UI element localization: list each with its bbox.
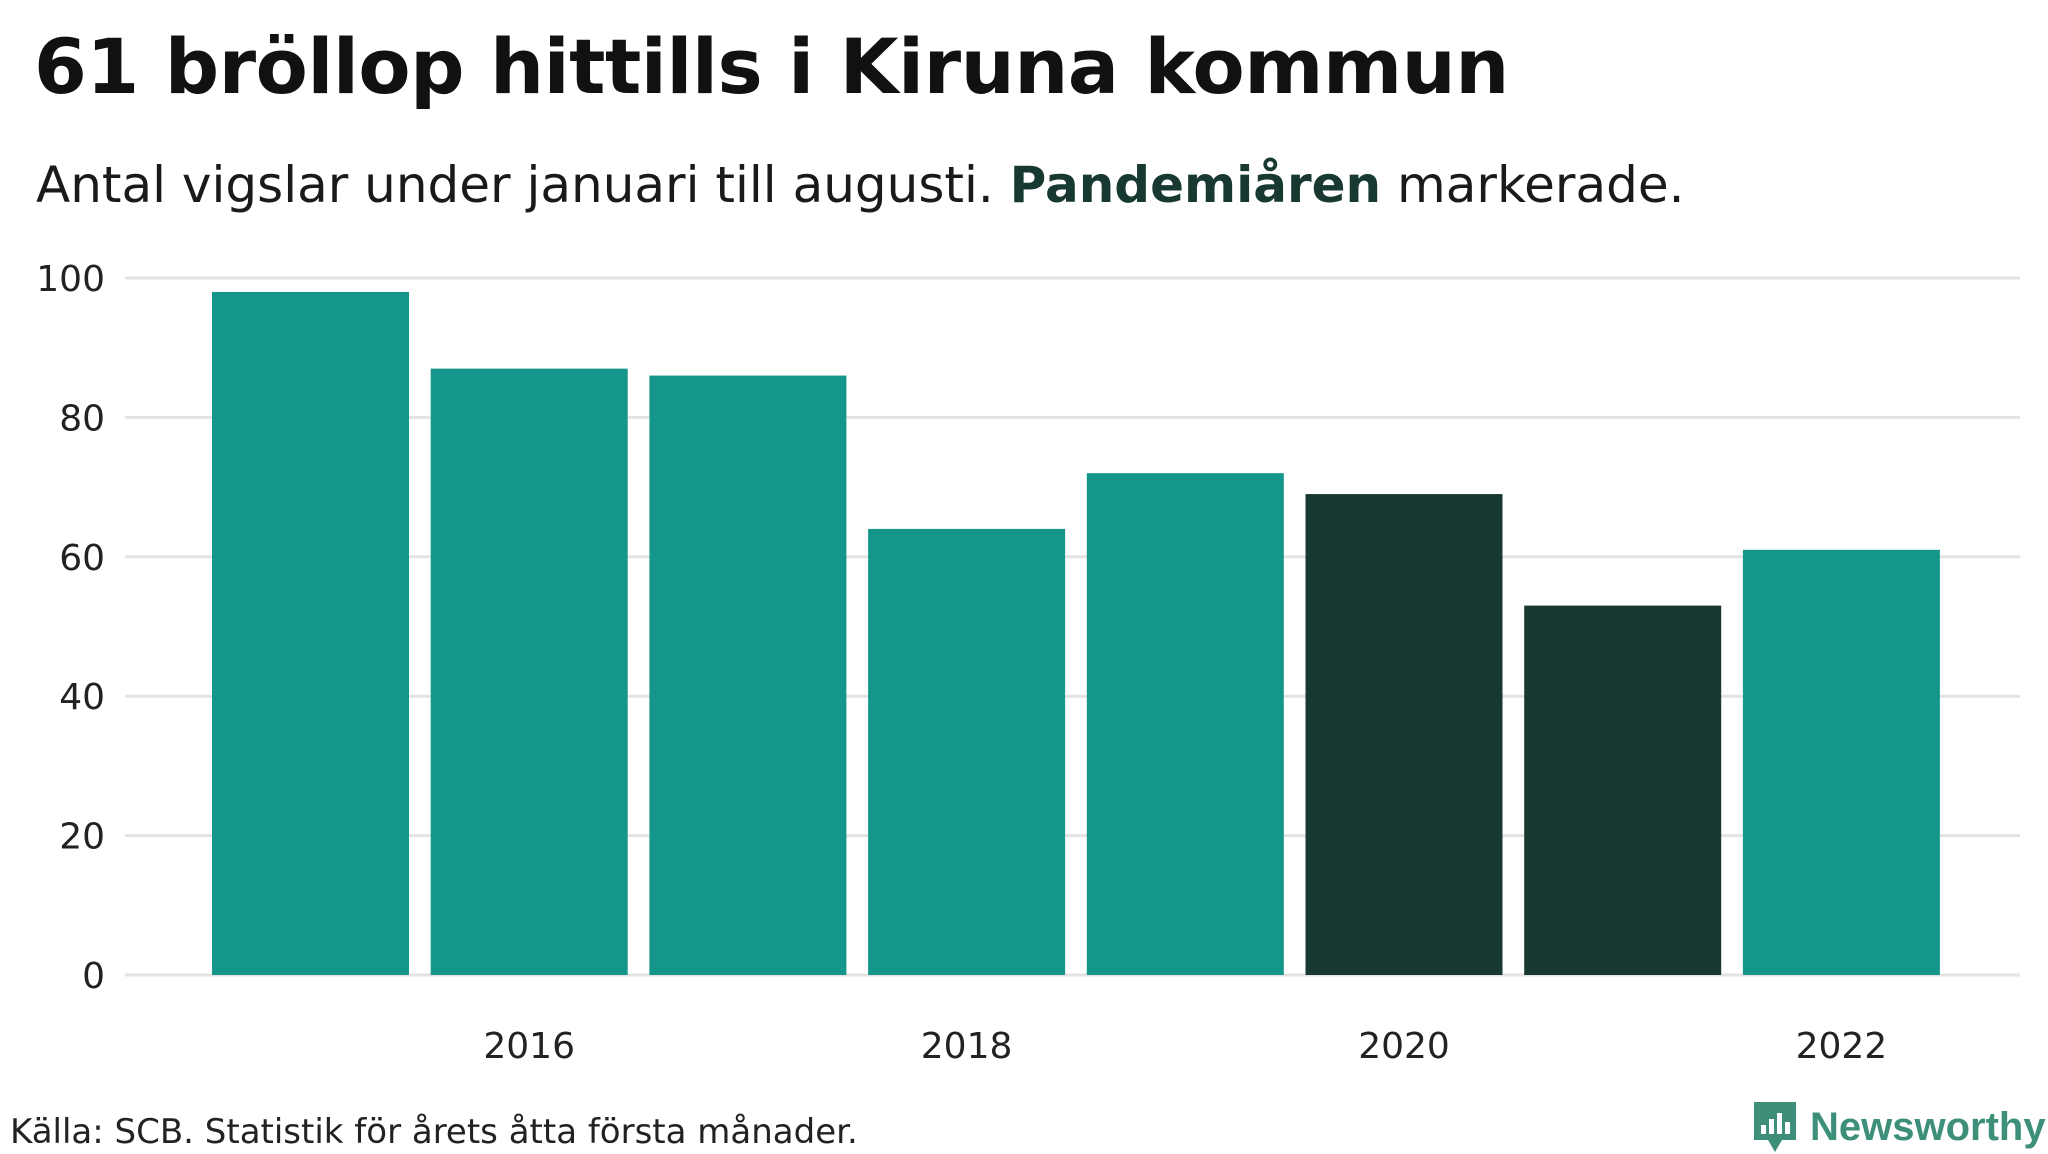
y-tick-label: 60 — [59, 538, 105, 579]
bar-2015 — [212, 291, 409, 975]
bar-2021 — [1524, 605, 1722, 975]
y-tick-label: 100 — [36, 259, 105, 300]
newsworthy-logo-icon — [1754, 1102, 1796, 1152]
bar-2020 — [1305, 494, 1503, 975]
chart-title: 61 bröllop hittills i Kiruna kommun — [34, 22, 1509, 111]
bar-2018 — [868, 528, 1066, 975]
x-tick-label: 2022 — [1796, 1026, 1888, 1067]
subtitle-suffix: markerade. — [1381, 156, 1685, 214]
source-note: Källa: SCB. Statistik för årets åtta för… — [10, 1112, 858, 1152]
subtitle-highlight: Pandemiåren — [1009, 156, 1382, 214]
bar-2016 — [430, 368, 628, 975]
bar-2022 — [1742, 549, 1940, 975]
brand-name: Newsworthy — [1810, 1104, 2046, 1149]
axis-labels: 0 20 40 60 80 100 2016 2018 2020 2022 — [36, 259, 1887, 1067]
subtitle-text: Antal vigslar under januari till augusti… — [36, 156, 1010, 214]
chart-subtitle: Antal vigslar under januari till augusti… — [36, 156, 1684, 214]
y-tick-label: 80 — [59, 398, 105, 439]
y-tick-label: 20 — [59, 817, 105, 858]
x-tick-label: 2016 — [483, 1026, 575, 1067]
bar-2019 — [1086, 473, 1284, 975]
x-tick-label: 2020 — [1358, 1026, 1450, 1067]
y-tick-label: 40 — [59, 677, 105, 718]
gridlines — [125, 276, 2020, 977]
brand-logo: Newsworthy — [1752, 1100, 2046, 1154]
x-tick-label: 2018 — [921, 1026, 1013, 1067]
bar-2017 — [649, 375, 847, 976]
bars — [212, 291, 1940, 976]
y-tick-label: 0 — [82, 956, 105, 997]
